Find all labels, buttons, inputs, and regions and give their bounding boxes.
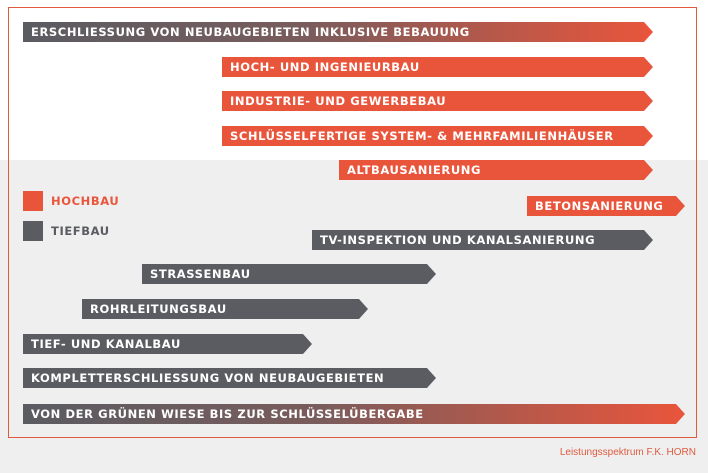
bar-label: TIEF- UND KANALBAU (31, 337, 181, 351)
caption: Leistungsspektrum F.K. HORN (559, 447, 696, 458)
bar-gruene-wiese: VON DER GRÜNEN WIESE BIS ZUR SCHLÜSSELÜB… (23, 404, 685, 424)
bar-label: INDUSTRIE- UND GEWERBEBAU (230, 94, 447, 108)
bar-label: ERSCHLIESSUNG VON NEUBAUGEBIETEN INKLUSI… (31, 25, 470, 39)
bar-industrie-gewerbebau: INDUSTRIE- UND GEWERBEBAU (222, 91, 653, 111)
bar-label: TV-INSPEKTION UND KANALSANIERUNG (320, 233, 596, 247)
bar-schluesselfertig: SCHLÜSSELFERTIGE SYSTEM- & MEHRFAMILIENH… (222, 126, 653, 146)
bar-label: KOMPLETTERSCHLIESSUNG VON NEUBAUGEBIETEN (31, 371, 385, 385)
bar-label: SCHLÜSSELFERTIGE SYSTEM- & MEHRFAMILIENH… (230, 129, 614, 143)
bar-komplett-erschliessung: KOMPLETTERSCHLIESSUNG VON NEUBAUGEBIETEN (23, 368, 436, 388)
legend-tiefbau-swatch (23, 221, 43, 241)
bar-label: VON DER GRÜNEN WIESE BIS ZUR SCHLÜSSELÜB… (31, 407, 424, 421)
bar-label: HOCH- UND INGENIEURBAU (230, 60, 420, 74)
bar-tief-kanalbau: TIEF- UND KANALBAU (23, 334, 312, 354)
bar-rohrleitungsbau: ROHRLEITUNGSBAU (82, 299, 368, 319)
bar-label: BETONSANIERUNG (535, 199, 664, 213)
bar-label: ALTBAUSANIERUNG (347, 163, 482, 177)
bar-label: ROHRLEITUNGSBAU (90, 302, 227, 316)
bar-hoch-ingenieurbau: HOCH- UND INGENIEURBAU (222, 57, 653, 77)
bar-label: STRASSENBAU (150, 267, 251, 281)
legend-hochbau-label: HOCHBAU (51, 194, 120, 208)
bar-strassenbau: STRASSENBAU (142, 264, 436, 284)
legend-hochbau-swatch (23, 191, 43, 211)
bar-betonsanierung: BETONSANIERUNG (527, 196, 685, 216)
bar-erschliessung: ERSCHLIESSUNG VON NEUBAUGEBIETEN INKLUSI… (23, 22, 653, 42)
bar-altbausanierung: ALTBAUSANIERUNG (339, 160, 653, 180)
legend-tiefbau-label: TIEFBAU (51, 224, 110, 238)
bar-tv-inspektion: TV-INSPEKTION UND KANALSANIERUNG (312, 230, 653, 250)
